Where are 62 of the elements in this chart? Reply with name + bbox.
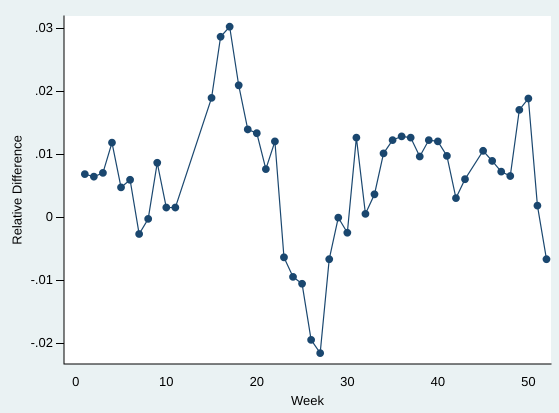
point	[380, 149, 388, 158]
point	[153, 158, 162, 167]
point	[307, 336, 316, 344]
point	[262, 165, 270, 174]
point	[216, 32, 224, 41]
point	[424, 136, 433, 144]
y-tick-label: .02	[34, 83, 53, 98]
point	[388, 136, 396, 144]
point	[352, 134, 360, 142]
point	[488, 157, 496, 165]
point	[316, 349, 324, 357]
point	[226, 22, 234, 31]
point	[252, 129, 261, 138]
point	[370, 190, 378, 198]
x-tick-label: 40	[430, 374, 446, 390]
y-tick-label: 0	[46, 209, 53, 224]
x-tick-label: 50	[521, 374, 536, 390]
point	[117, 183, 125, 192]
point	[362, 210, 370, 218]
point	[208, 94, 216, 102]
y-axis-title: Relative Difference	[9, 135, 24, 245]
point	[234, 81, 243, 90]
point	[515, 106, 524, 114]
point	[497, 168, 506, 176]
y-tick-label: -.02	[30, 335, 53, 350]
point	[108, 138, 116, 147]
point	[99, 168, 107, 177]
point	[80, 170, 89, 178]
point	[406, 134, 415, 142]
y-tick-label: .03	[34, 20, 53, 36]
point	[280, 253, 288, 262]
x-tick-label: 10	[159, 374, 174, 390]
point	[144, 214, 152, 223]
x-tick-label: 30	[340, 374, 355, 390]
x-tick-label: 20	[250, 374, 264, 390]
point	[542, 255, 550, 264]
x-axis-title: Week	[291, 392, 324, 408]
y-tick-label: .01	[34, 146, 53, 162]
point	[162, 204, 170, 212]
point	[524, 94, 532, 102]
point	[271, 137, 279, 146]
point	[461, 175, 469, 184]
point	[135, 230, 144, 238]
point	[434, 137, 442, 146]
point	[452, 194, 460, 202]
point	[289, 272, 297, 281]
point	[416, 152, 424, 160]
x-tick-label: 0	[72, 374, 80, 390]
point	[325, 255, 334, 264]
point	[334, 214, 342, 222]
point	[443, 152, 451, 160]
point	[506, 172, 514, 180]
point	[343, 228, 352, 237]
point	[126, 176, 134, 184]
point	[90, 172, 98, 181]
point	[534, 202, 542, 210]
point	[398, 132, 406, 140]
point	[171, 204, 180, 212]
y-tick-label: -.01	[30, 272, 53, 288]
point	[479, 146, 488, 155]
point	[244, 126, 252, 134]
point	[298, 280, 306, 288]
